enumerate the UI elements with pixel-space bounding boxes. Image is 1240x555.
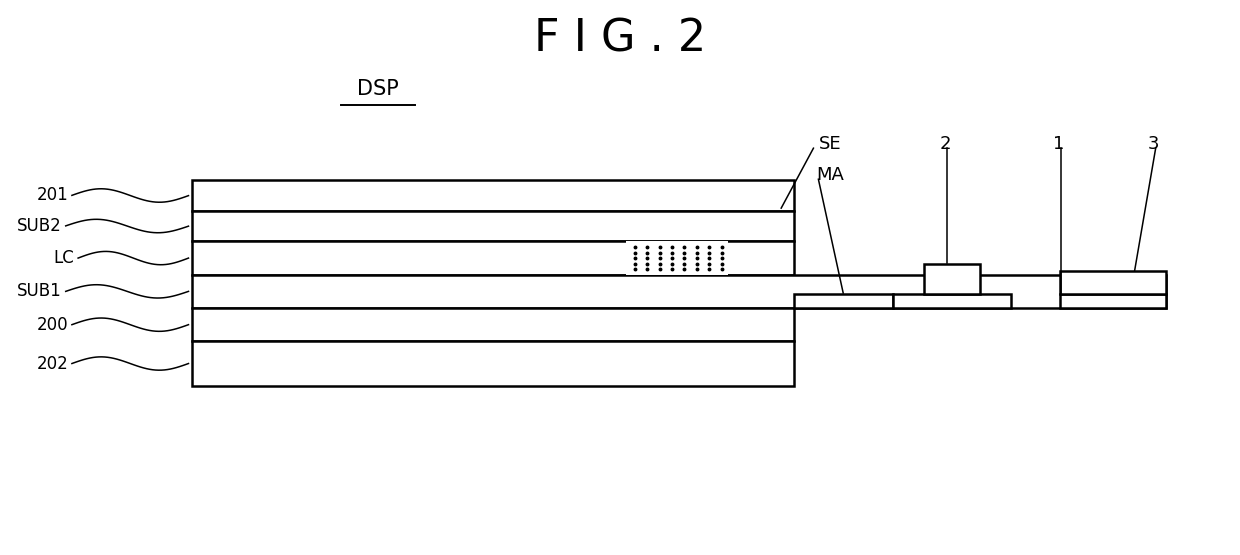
Text: LC: LC: [53, 249, 74, 267]
Text: 201: 201: [36, 186, 68, 204]
Text: SE: SE: [818, 135, 841, 153]
Bar: [794, 294, 893, 308]
Bar: [192, 308, 794, 341]
Bar: [1060, 294, 1166, 308]
Bar: [626, 241, 728, 275]
Text: 200: 200: [36, 316, 68, 334]
Text: DSP: DSP: [357, 79, 399, 99]
Bar: [893, 294, 1011, 308]
Text: 1: 1: [1053, 135, 1065, 153]
Text: F I G . 2: F I G . 2: [534, 17, 706, 60]
Bar: [192, 241, 794, 275]
Text: SUB2: SUB2: [17, 217, 62, 235]
Bar: [1060, 271, 1166, 294]
Text: MA: MA: [816, 166, 843, 184]
Text: SUB1: SUB1: [17, 282, 62, 300]
Bar: [192, 211, 794, 241]
Bar: [192, 275, 1166, 308]
Text: 2: 2: [939, 135, 951, 153]
Text: 202: 202: [36, 355, 68, 372]
Bar: [192, 341, 794, 386]
Bar: [924, 264, 980, 294]
Text: 3: 3: [1147, 135, 1159, 153]
Bar: [192, 180, 794, 211]
